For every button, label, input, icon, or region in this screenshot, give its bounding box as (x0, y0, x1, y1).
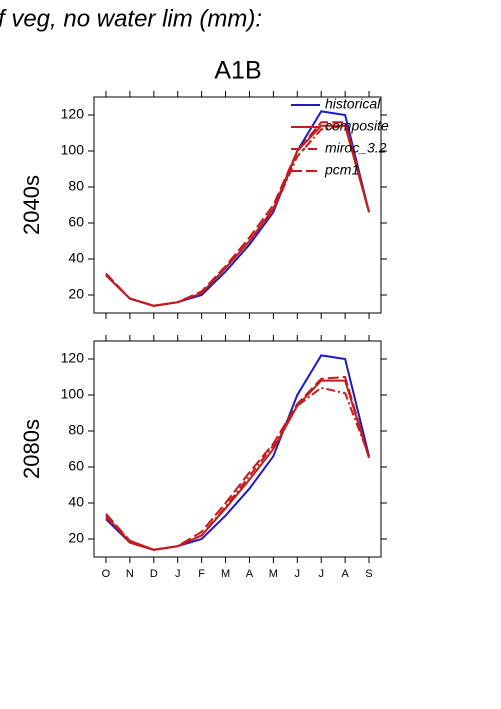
y-tick-label: 80 (68, 178, 84, 194)
y-tick-label: 20 (68, 286, 84, 302)
y-tick-label: 40 (68, 494, 84, 510)
plot-frame (93, 340, 382, 558)
x-tick-label: J (318, 568, 324, 580)
y-tick-label: 40 (68, 250, 84, 266)
x-tick-label: S (365, 568, 372, 580)
x-tick-label: O (102, 568, 111, 580)
x-tick-label: M (221, 568, 230, 580)
x-tick-label: J (295, 568, 301, 580)
legend-label: historical (325, 96, 381, 112)
row-label: 2040s (19, 175, 44, 235)
x-tick-label: D (150, 568, 158, 580)
y-tick-label: 100 (61, 142, 85, 158)
series-line (105, 375, 371, 551)
y-tick-label: 60 (68, 214, 84, 230)
panel-title: A1B (214, 57, 261, 85)
x-tick-label: N (126, 568, 134, 580)
y-tick-label: 120 (61, 350, 85, 366)
x-tick-label: A (341, 568, 349, 580)
series-line (105, 386, 370, 551)
x-tick-label: M (269, 568, 278, 580)
y-tick-label: 120 (61, 106, 85, 122)
x-tick-label: A (246, 568, 254, 580)
y-tick-label: 20 (68, 530, 84, 546)
y-tick-label: 80 (68, 422, 84, 438)
x-tick-label: F (198, 568, 205, 580)
legend-label: miroc_3.2 (325, 140, 387, 156)
legend-label: pcm1 (324, 162, 359, 178)
row-label: 2080s (19, 419, 44, 479)
series-line (105, 121, 371, 307)
y-tick-label: 100 (61, 386, 85, 402)
legend-label: composite (325, 118, 389, 134)
x-tick-label: J (175, 568, 181, 580)
series-line (105, 379, 370, 551)
plot-frame (93, 96, 382, 314)
y-tick-label: 60 (68, 458, 84, 474)
page-title: f veg, no water lim (mm): (0, 5, 262, 32)
series-line (105, 354, 371, 551)
